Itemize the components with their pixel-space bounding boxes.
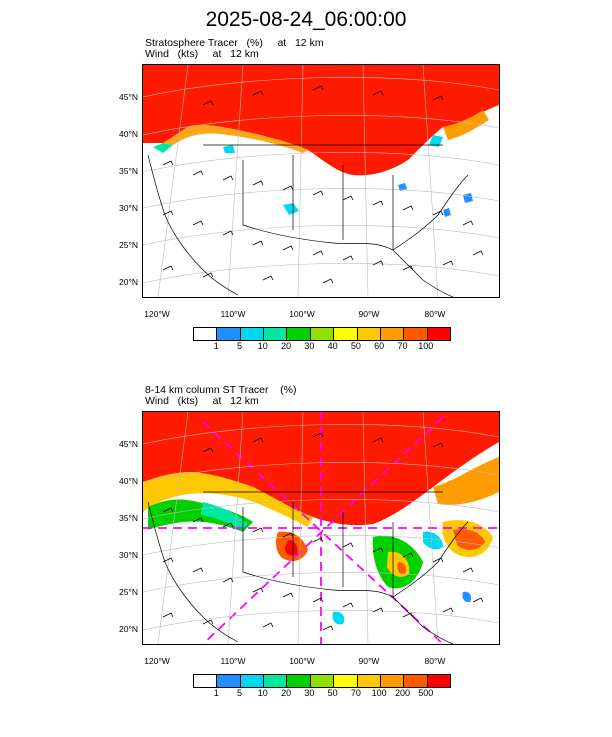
p2-lat-25: 25°N	[119, 587, 138, 597]
panel1-title-line2: Wind (kts) at 12 km	[145, 48, 259, 60]
colorbar-swatch	[287, 328, 311, 340]
colorbar-swatch	[264, 328, 288, 340]
colorbar-swatch	[404, 675, 428, 687]
colorbar-label: 100	[418, 341, 434, 351]
panel1-colorbar	[193, 327, 451, 341]
p2-lat-40: 40°N	[119, 476, 138, 486]
colorbar-swatch	[404, 328, 428, 340]
p1-lon-120: 120°W	[144, 309, 170, 319]
colorbar-swatch	[310, 328, 335, 340]
p1-lat-25: 25°N	[119, 240, 138, 250]
colorbar-label: 50	[350, 341, 361, 351]
p1-lon-90: 90°W	[358, 309, 380, 319]
p2-lat-30: 30°N	[119, 550, 138, 560]
panel2-title-line2: Wind (kts) at 12 km	[145, 395, 259, 407]
colorbar-label: 40	[327, 341, 338, 351]
colorbar-label: 20	[281, 688, 292, 698]
colorbar-swatch	[380, 328, 405, 340]
colorbar-label: 20	[281, 341, 292, 351]
p2-lat-45: 45°N	[119, 439, 138, 449]
p1-lon-100: 100°W	[289, 309, 315, 319]
colorbar-swatch	[194, 675, 218, 687]
colorbar-label: 70	[397, 341, 408, 351]
p1-lon-80: 80°W	[424, 309, 446, 319]
p2-lon-110: 110°W	[220, 656, 246, 666]
p1-lat-45: 45°N	[119, 92, 138, 102]
p1-lon-110: 110°W	[220, 309, 246, 319]
colorbar-label: 500	[418, 688, 434, 698]
colorbar-label: 10	[257, 688, 268, 698]
panel2-title-line1: 8-14 km column ST Tracer (%)	[145, 384, 297, 396]
p1-lat-30: 30°N	[119, 203, 138, 213]
colorbar-swatch	[427, 675, 450, 687]
colorbar-label: 100	[371, 688, 387, 698]
colorbar-label: 1	[213, 341, 219, 351]
colorbar-label: 50	[327, 688, 338, 698]
p2-lon-100: 100°W	[289, 656, 315, 666]
p2-lat-35: 35°N	[119, 513, 138, 523]
colorbar-label: 30	[304, 688, 315, 698]
colorbar-label: 1	[213, 688, 219, 698]
panel2-map-canvas	[143, 412, 499, 644]
p2-lon-90: 90°W	[358, 656, 380, 666]
colorbar-swatch	[217, 675, 241, 687]
panel1-map[interactable]	[142, 64, 500, 298]
colorbar-label: 70	[350, 688, 361, 698]
colorbar-label: 5	[237, 688, 243, 698]
colorbar-swatch	[240, 675, 265, 687]
p2-lon-80: 80°W	[424, 656, 446, 666]
colorbar-swatch	[357, 675, 381, 687]
p2-lat-20: 20°N	[119, 624, 138, 634]
p1-lat-20: 20°N	[119, 277, 138, 287]
colorbar-swatch	[217, 328, 241, 340]
panel2-colorbar	[193, 674, 451, 688]
colorbar-swatch	[264, 675, 288, 687]
colorbar-swatch	[240, 328, 265, 340]
p1-lat-40: 40°N	[119, 129, 138, 139]
colorbar-swatch	[334, 328, 358, 340]
colorbar-swatch	[287, 675, 311, 687]
colorbar-label: 200	[394, 688, 410, 698]
colorbar-label: 30	[304, 341, 315, 351]
p2-lon-120: 120°W	[144, 656, 170, 666]
colorbar-label: 10	[257, 341, 268, 351]
colorbar-label: 60	[374, 341, 385, 351]
plot-title: 2025-08-24_06:00:00	[205, 8, 407, 31]
colorbar-swatch	[194, 328, 218, 340]
colorbar-swatch	[310, 675, 335, 687]
panel2-map[interactable]	[142, 411, 500, 645]
colorbar-swatch	[357, 328, 381, 340]
colorbar-swatch	[334, 675, 358, 687]
panel1-title-line1: Stratosphere Tracer (%) at 12 km	[145, 37, 324, 49]
colorbar-swatch	[427, 328, 450, 340]
p1-lat-35: 35°N	[119, 166, 138, 176]
colorbar-label: 5	[237, 341, 243, 351]
panel1-map-canvas	[143, 65, 499, 297]
colorbar-swatch	[380, 675, 405, 687]
